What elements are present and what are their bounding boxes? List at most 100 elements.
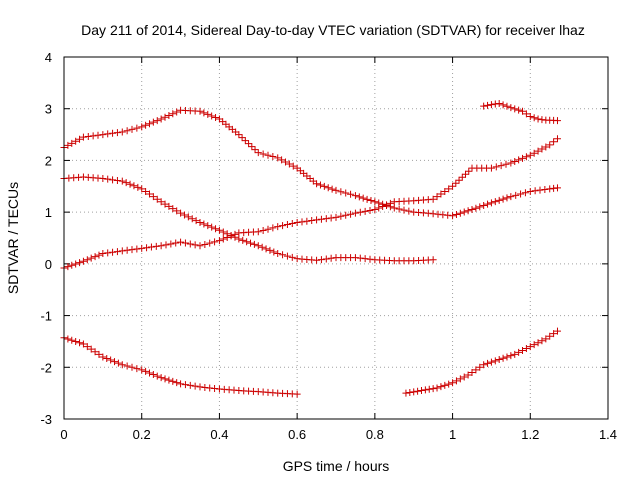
data-point — [487, 164, 495, 172]
data-point — [239, 236, 247, 244]
data-point — [546, 332, 554, 340]
data-point — [114, 359, 122, 367]
data-point — [250, 240, 258, 248]
data-point — [231, 230, 239, 238]
y-tick-label: -1 — [40, 309, 52, 324]
data-point — [455, 176, 463, 184]
data-point — [476, 203, 484, 211]
data-point — [72, 137, 80, 145]
data-point — [487, 101, 495, 109]
data-point — [142, 121, 150, 129]
data-point — [64, 335, 72, 343]
data-point — [499, 354, 507, 362]
data-point — [468, 368, 476, 376]
data-point — [258, 243, 266, 251]
data-point — [68, 336, 76, 344]
data-point — [254, 228, 262, 236]
data-point — [279, 251, 287, 259]
data-point — [515, 156, 523, 164]
data-point — [235, 131, 243, 139]
data-point — [293, 218, 301, 226]
data-point — [383, 201, 391, 209]
data-point — [519, 154, 527, 162]
x-tick-label: 0.4 — [210, 427, 228, 442]
data-point — [288, 253, 296, 261]
data-point — [191, 241, 199, 249]
data-point — [186, 381, 194, 389]
data-point — [437, 190, 445, 198]
data-point — [511, 350, 519, 358]
data-point — [235, 235, 243, 243]
data-point — [390, 204, 398, 212]
data-point — [452, 179, 460, 187]
data-point — [303, 217, 311, 225]
data-point — [491, 198, 499, 206]
data-point — [337, 212, 345, 220]
data-point — [157, 115, 165, 123]
data-point — [283, 252, 291, 260]
data-point — [542, 335, 550, 343]
data-point — [337, 188, 345, 196]
data-point — [534, 115, 542, 123]
data-point — [264, 225, 272, 233]
data-point — [410, 388, 418, 396]
data-point — [536, 186, 544, 194]
data-point — [145, 190, 153, 198]
data-point — [327, 254, 335, 262]
data-point — [251, 146, 259, 154]
data-point — [472, 204, 480, 212]
data-point — [153, 195, 161, 203]
data-point — [204, 222, 212, 230]
data-point — [530, 114, 538, 122]
y-tick-label: 4 — [45, 50, 52, 65]
data-point — [169, 205, 177, 213]
data-point — [180, 211, 188, 219]
data-point — [186, 240, 194, 248]
data-point — [491, 357, 499, 365]
data-point — [313, 256, 321, 264]
data-point — [546, 141, 554, 149]
data-point — [83, 256, 91, 264]
data-point — [519, 346, 527, 354]
data-point — [553, 184, 561, 192]
data-point — [289, 162, 297, 170]
data-point — [429, 385, 437, 393]
data-point — [109, 176, 117, 184]
data-point — [322, 255, 330, 263]
data-point — [515, 106, 523, 114]
data-point — [83, 343, 91, 351]
data-point — [522, 345, 530, 353]
data-point — [531, 187, 539, 195]
data-point — [327, 214, 335, 222]
data-point — [177, 380, 185, 388]
data-point — [149, 371, 157, 379]
data-point — [254, 242, 262, 250]
data-point — [530, 149, 538, 157]
data-point — [460, 373, 468, 381]
data-point — [484, 200, 492, 208]
data-point — [515, 348, 523, 356]
data-point — [480, 202, 488, 210]
data-point — [149, 118, 157, 126]
data-point — [167, 240, 175, 248]
data-point — [480, 361, 488, 369]
data-point — [274, 250, 282, 258]
data-point — [143, 244, 151, 252]
data-point — [316, 181, 324, 189]
data-point — [417, 387, 425, 395]
data-point — [285, 160, 293, 168]
data-point — [177, 209, 185, 217]
data-point — [94, 131, 102, 139]
data-point — [142, 367, 150, 375]
data-point — [68, 261, 76, 269]
data-point — [502, 160, 510, 168]
data-point — [491, 100, 499, 108]
data-point — [192, 217, 200, 225]
data-point — [492, 163, 500, 171]
data-point — [64, 263, 72, 271]
series-track-c — [60, 135, 561, 272]
data-point — [109, 248, 117, 256]
data-point — [406, 388, 414, 396]
data-point — [332, 186, 340, 194]
data-point — [87, 345, 95, 353]
